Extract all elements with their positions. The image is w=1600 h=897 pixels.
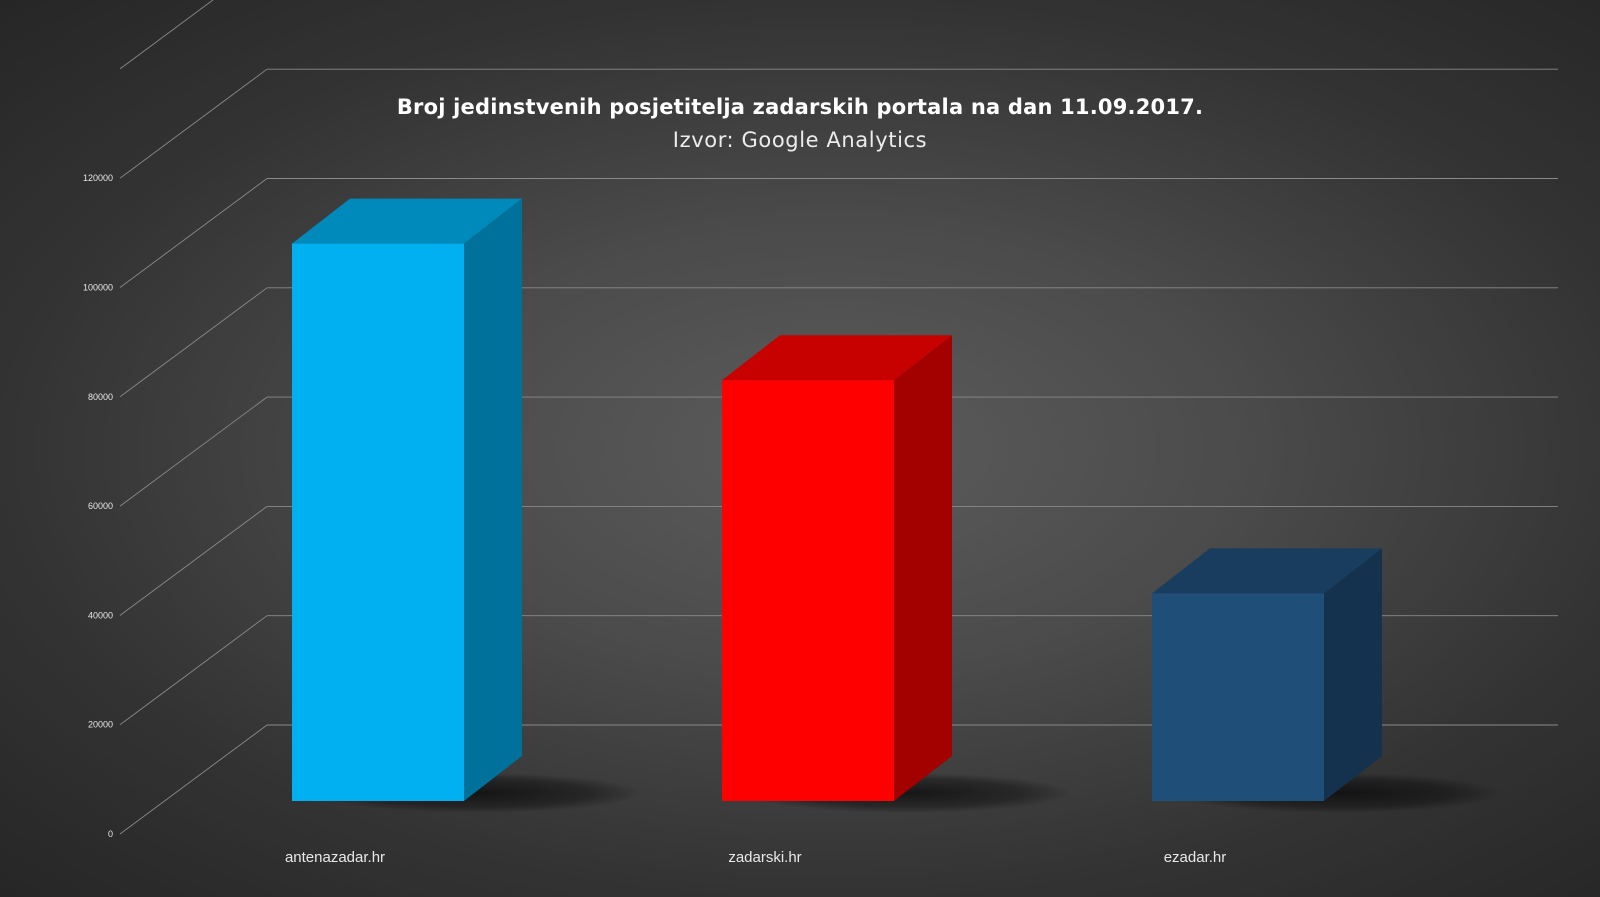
bar-top <box>1152 548 1382 594</box>
bar-front <box>292 243 464 801</box>
y-axis-ticks: 0 20000 40000 60000 80000 100000 120000 <box>83 173 113 839</box>
bar-side <box>894 335 952 801</box>
bar-side <box>1324 548 1382 801</box>
bar-front <box>1152 593 1324 801</box>
y-tick-label: 80000 <box>88 392 113 402</box>
bar <box>722 335 1072 813</box>
x-category-label: ezadar.hr <box>1164 849 1227 866</box>
gridline-diagonal <box>119 396 268 507</box>
bar-top <box>292 198 522 244</box>
y-tick-label: 60000 <box>88 501 113 511</box>
x-category-label: zadarski.hr <box>728 849 801 866</box>
gridline-diagonal <box>119 0 214 70</box>
bar-side <box>464 198 522 801</box>
bar-top <box>722 335 952 381</box>
bars <box>292 198 1502 813</box>
y-tick-label: 20000 <box>88 720 113 730</box>
bar <box>1152 548 1502 813</box>
gridline-diagonal <box>119 506 268 616</box>
y-tick-label: 120000 <box>83 173 113 183</box>
y-tick-label: 0 <box>108 829 113 839</box>
gridline-diagonal <box>119 615 268 726</box>
gridline-diagonal <box>119 178 268 288</box>
chart-title: Broj jedinstvenih posjetitelja zadarskih… <box>396 95 1204 119</box>
bar-front <box>722 380 894 801</box>
chart-subtitle: Izvor: Google Analytics <box>672 128 928 152</box>
gridline-diagonal <box>119 287 268 398</box>
bar <box>292 198 642 813</box>
x-axis-labels: antenazadar.hr zadarski.hr ezadar.hr <box>285 849 1226 866</box>
y-tick-label: 40000 <box>88 610 113 620</box>
x-category-label: antenazadar.hr <box>285 849 385 866</box>
y-tick-label: 100000 <box>83 283 113 293</box>
gridline-diagonal <box>119 724 268 835</box>
gridline-diagonal <box>119 68 268 179</box>
